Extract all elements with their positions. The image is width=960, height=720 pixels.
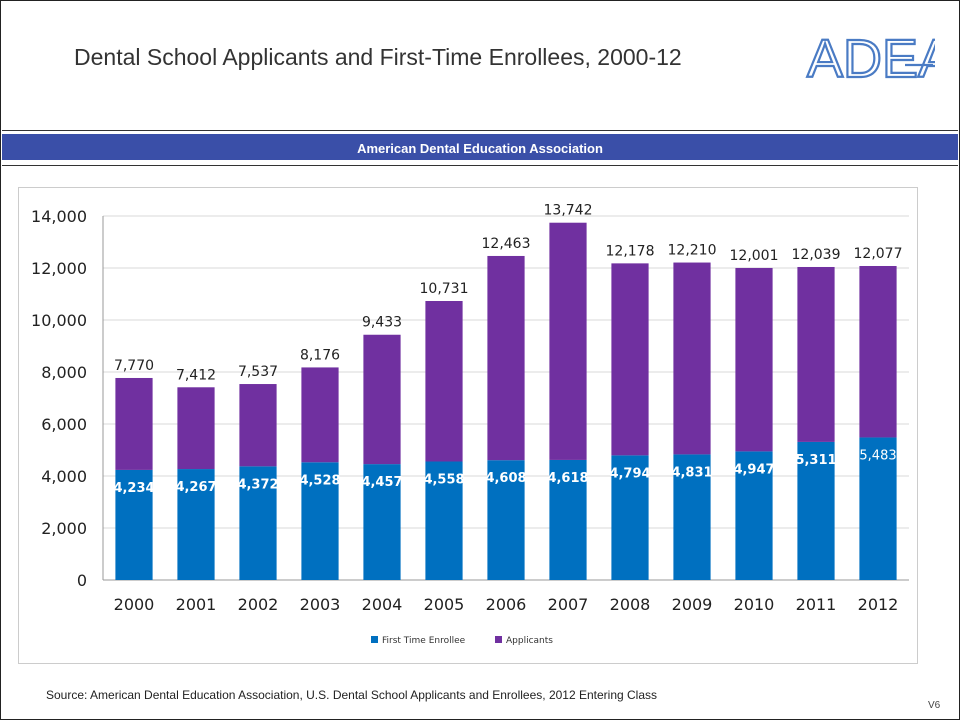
enrollee-data-label: 4,947 <box>733 462 774 477</box>
y-tick-label: 10,000 <box>31 311 87 330</box>
bar-applicants <box>735 267 773 452</box>
bar-applicants <box>115 377 153 470</box>
bar-enrollee <box>177 469 215 580</box>
legend-label: Applicants <box>506 636 553 646</box>
enrollee-data-label: 4,372 <box>237 477 278 492</box>
y-tick-label: 14,000 <box>31 207 87 226</box>
chart-container: 0 2,000 4,000 6,000 8,000 10,000 12,000 14,000 4… <box>18 187 918 664</box>
banner: American Dental Education Association <box>2 130 958 166</box>
total-data-label: 12,077 <box>854 246 903 262</box>
bar-enrollee <box>301 462 339 580</box>
banner-text: American Dental Education Association <box>2 134 958 160</box>
x-tick-label: 2007 <box>548 595 589 614</box>
bar-enrollee <box>115 469 153 580</box>
enrollee-data-label: 4,528 <box>299 473 340 488</box>
total-data-label: 12,001 <box>730 248 779 264</box>
bar-applicants <box>301 367 339 463</box>
bar-enrollee <box>673 454 711 580</box>
bar-applicants <box>859 265 897 438</box>
bar-enrollee <box>549 459 587 580</box>
x-tick-label: 2005 <box>424 595 465 614</box>
total-data-label: 12,210 <box>668 243 717 259</box>
slide-title: Dental School Applicants and First-Time … <box>74 44 682 70</box>
y-tick-label: 8,000 <box>41 363 87 382</box>
bar-applicants <box>239 384 277 467</box>
total-data-label: 7,537 <box>238 364 278 380</box>
enrollee-data-label: 4,234 <box>113 481 154 496</box>
enrollee-data-label: 4,267 <box>175 480 216 495</box>
bar-applicants <box>673 262 711 455</box>
bar-enrollee <box>363 464 401 580</box>
enrollee-data-label: 4,794 <box>609 466 650 481</box>
legend-swatch-enrollee <box>371 636 378 643</box>
enrollee-data-label: 5,311 <box>795 453 836 468</box>
y-tick-label: 2,000 <box>41 519 87 538</box>
bar-enrollee <box>425 461 463 580</box>
total-data-label: 9,433 <box>362 315 402 331</box>
stacked-bar-chart: 0 2,000 4,000 6,000 8,000 10,000 12,000 14,000 4… <box>31 203 909 646</box>
x-tick-label: 2004 <box>362 595 403 614</box>
total-data-label: 12,463 <box>482 236 531 252</box>
enrollee-data-label: 4,608 <box>485 471 526 486</box>
x-tick-label: 2008 <box>610 595 651 614</box>
legend-swatch-applicants <box>495 636 502 643</box>
total-data-label: 12,039 <box>792 247 841 263</box>
x-tick-label: 2011 <box>796 595 837 614</box>
x-tick-label: 2001 <box>176 595 217 614</box>
bar-enrollee <box>735 451 773 580</box>
bar-applicants <box>425 300 463 462</box>
total-data-label: 13,742 <box>544 203 593 219</box>
bar-applicants <box>611 263 649 456</box>
bar-applicants <box>177 387 215 470</box>
enrollee-data-label: 4,618 <box>547 471 588 486</box>
bar-applicants <box>363 334 401 465</box>
y-tick-label: 6,000 <box>41 415 87 434</box>
slide-id: V6 <box>928 700 941 711</box>
x-tick-label: 2006 <box>486 595 527 614</box>
x-tick-label: 2000 <box>114 595 155 614</box>
x-tick-label: 2012 <box>858 595 899 614</box>
bar-enrollee <box>797 441 835 580</box>
total-data-label: 8,176 <box>300 347 340 363</box>
y-tick-label: 4,000 <box>41 467 87 486</box>
bar-enrollee <box>611 455 649 580</box>
total-data-label: 10,731 <box>420 281 469 297</box>
enrollee-data-label: 4,457 <box>361 475 402 490</box>
x-tick-label: 2010 <box>734 595 775 614</box>
y-tick-label: 12,000 <box>31 259 87 278</box>
bar-enrollee <box>487 460 525 580</box>
bar-applicants <box>549 222 587 460</box>
y-tick-label: 0 <box>77 571 87 590</box>
bar-applicants <box>487 255 525 461</box>
x-tick-label: 2002 <box>238 595 279 614</box>
bar-applicants <box>797 266 835 442</box>
source-note: Source: American Dental Education Associ… <box>46 688 658 702</box>
x-tick-label: 2003 <box>300 595 341 614</box>
bar-enrollee <box>859 437 897 580</box>
enrollee-data-label: 4,558 <box>423 472 464 487</box>
total-data-label: 12,178 <box>606 243 655 259</box>
x-tick-label: 2009 <box>672 595 713 614</box>
legend-label: First Time Enrollee <box>382 636 466 646</box>
bar-enrollee <box>239 466 277 580</box>
enrollee-data-label: 5,483 <box>859 448 896 463</box>
total-data-label: 7,412 <box>176 367 216 383</box>
total-data-label: 7,770 <box>114 358 154 374</box>
enrollee-data-label: 4,831 <box>671 465 712 480</box>
